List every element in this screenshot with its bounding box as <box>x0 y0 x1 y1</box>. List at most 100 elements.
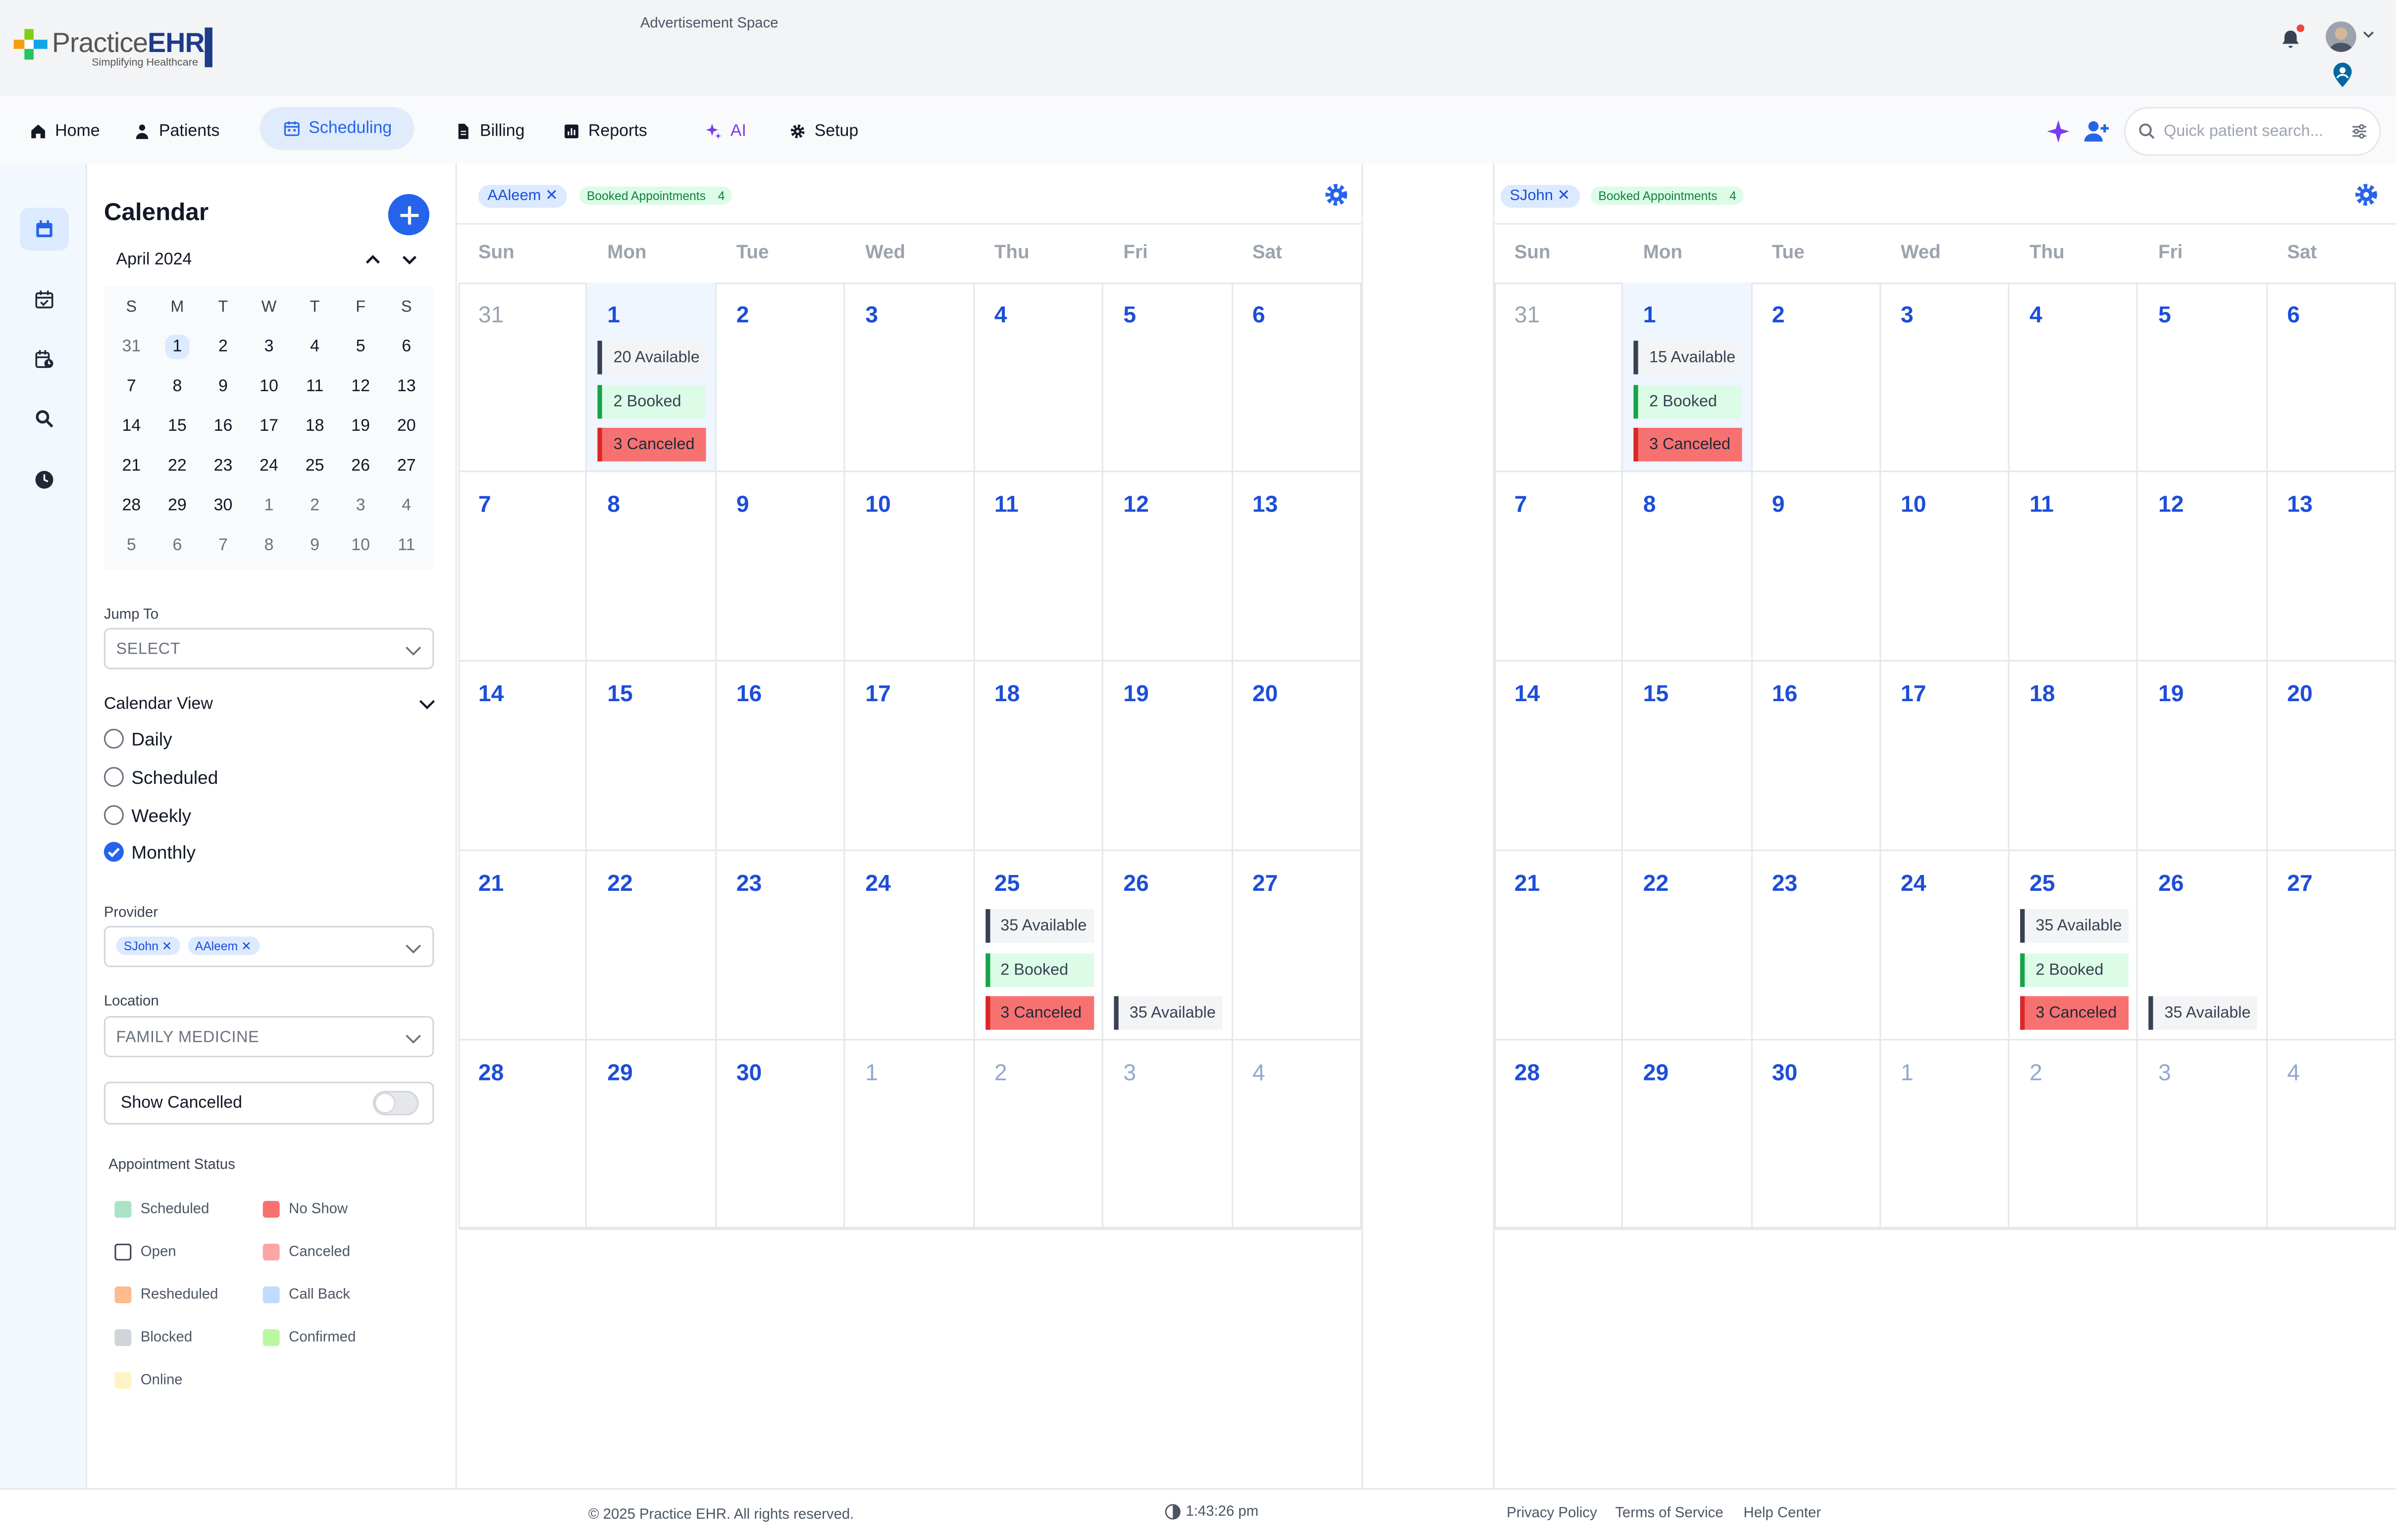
mini-day[interactable]: 8 <box>246 525 292 565</box>
calendar-day-cell[interactable] <box>2009 851 2138 1041</box>
calendar-day-cell[interactable] <box>2009 472 2138 662</box>
nav-billing[interactable]: Billing <box>454 114 524 148</box>
terms-of-service-link[interactable]: Terms of Service <box>1615 1505 1723 1522</box>
chevron-up-icon[interactable] <box>364 251 382 269</box>
mini-day[interactable]: 4 <box>383 486 429 525</box>
calendar-day-cell[interactable] <box>716 662 846 851</box>
calendar-day-cell[interactable] <box>1232 282 1362 472</box>
calendar-day-cell[interactable] <box>1880 851 2010 1041</box>
calendar-day-cell[interactable] <box>1880 472 2010 662</box>
calendar-day-cell[interactable] <box>1103 282 1233 472</box>
calendar-day-cell[interactable] <box>974 662 1104 851</box>
calendar-day-cell[interactable] <box>2267 282 2396 472</box>
calendar-day-cell[interactable] <box>1494 472 1623 662</box>
view-weekly-radio[interactable] <box>104 805 124 825</box>
jump-to-select[interactable] <box>104 628 434 669</box>
calendar-day-cell[interactable] <box>2138 282 2267 472</box>
provider-chip-sjohn[interactable]: SJohn ✕ <box>116 936 180 955</box>
ai-sparkle-icon[interactable] <box>2046 119 2070 144</box>
calendar-day-cell[interactable] <box>2267 662 2396 851</box>
calendar-day-cell[interactable] <box>1752 472 1881 662</box>
location-pin-icon[interactable] <box>2332 62 2353 87</box>
appointment-summary-booked[interactable]: 2 Booked <box>985 953 1094 987</box>
view-scheduled-radio[interactable] <box>104 767 124 787</box>
mini-day[interactable]: 16 <box>200 407 246 446</box>
mini-day[interactable]: 10 <box>246 367 292 407</box>
calendar-day-cell[interactable] <box>1623 1040 1752 1230</box>
appointment-summary-avail[interactable]: 35 Available <box>1114 996 1223 1030</box>
mini-day[interactable]: 13 <box>383 367 429 407</box>
mini-day[interactable]: 18 <box>292 407 338 446</box>
mini-day[interactable]: 4 <box>292 327 338 366</box>
nav-home[interactable]: Home <box>29 114 100 148</box>
rail-search-button[interactable] <box>20 397 69 440</box>
mini-day[interactable]: 22 <box>155 446 201 486</box>
calendar-day-cell[interactable] <box>1103 851 1233 1041</box>
nav-patients[interactable]: Patients <box>133 114 220 148</box>
calendar-day-cell[interactable] <box>1752 851 1881 1041</box>
calendar-day-cell[interactable] <box>2138 851 2267 1041</box>
calendar-day-cell[interactable] <box>1880 282 2010 472</box>
calendar-settings-gear-icon[interactable] <box>2353 182 2379 207</box>
nav-scheduling[interactable]: Scheduling <box>260 106 415 150</box>
mini-day[interactable]: 30 <box>200 486 246 525</box>
location-select[interactable] <box>104 1016 434 1058</box>
provider-filter-chip[interactable]: SJohn ✕ <box>1500 185 1579 208</box>
calendar-day-cell[interactable] <box>587 851 717 1041</box>
calendar-day-cell[interactable] <box>458 851 588 1041</box>
mini-day[interactable]: 29 <box>155 486 201 525</box>
calendar-day-cell[interactable] <box>587 472 717 662</box>
mini-day[interactable]: 26 <box>338 446 384 486</box>
appointment-summary-booked[interactable]: 2 Booked <box>598 385 707 419</box>
calendar-day-cell[interactable] <box>1623 851 1752 1041</box>
calendar-day-cell[interactable] <box>1232 851 1362 1041</box>
mini-day[interactable]: 10 <box>338 525 384 565</box>
chevron-down-icon[interactable] <box>400 251 418 269</box>
calendar-settings-gear-icon[interactable] <box>1323 182 1349 207</box>
mini-day[interactable]: 7 <box>200 525 246 565</box>
mini-day[interactable]: 5 <box>338 327 384 366</box>
mini-day[interactable]: 17 <box>246 407 292 446</box>
calendar-day-cell[interactable] <box>1752 662 1881 851</box>
mini-day[interactable]: 24 <box>246 446 292 486</box>
mini-day[interactable]: 2 <box>292 486 338 525</box>
calendar-day-cell[interactable] <box>845 851 975 1041</box>
calendar-day-cell[interactable] <box>587 662 717 851</box>
calendar-day-cell[interactable] <box>2138 662 2267 851</box>
help-center-link[interactable]: Help Center <box>1743 1505 1821 1522</box>
mini-day[interactable]: 5 <box>108 525 155 565</box>
mini-day[interactable]: 9 <box>292 525 338 565</box>
calendar-day-cell[interactable] <box>1232 662 1362 851</box>
calendar-day-cell[interactable] <box>974 1040 1104 1230</box>
chevron-down-icon[interactable] <box>2361 28 2376 43</box>
mini-day[interactable]: 3 <box>246 327 292 366</box>
calendar-day-cell[interactable] <box>1752 1040 1881 1230</box>
mini-day[interactable]: 14 <box>108 407 155 446</box>
calendar-day-cell[interactable] <box>458 1040 588 1230</box>
calendar-day-cell[interactable] <box>974 472 1104 662</box>
calendar-day-cell[interactable] <box>716 472 846 662</box>
mini-day[interactable]: 27 <box>383 446 429 486</box>
calendar-day-cell[interactable] <box>1232 1040 1362 1230</box>
add-appointment-button[interactable] <box>388 194 430 236</box>
mini-day[interactable]: 15 <box>155 407 201 446</box>
calendar-day-cell[interactable] <box>1494 1040 1623 1230</box>
mini-day[interactable]: 1 <box>246 486 292 525</box>
add-patient-icon[interactable] <box>2083 119 2111 144</box>
calendar-day-cell[interactable] <box>2267 472 2396 662</box>
rail-calendar-button[interactable] <box>20 207 69 251</box>
chevron-down-icon[interactable] <box>418 695 435 712</box>
calendar-day-cell[interactable] <box>458 662 588 851</box>
nav-setup[interactable]: Setup <box>788 114 858 148</box>
calendar-day-cell[interactable] <box>1494 851 1623 1041</box>
calendar-day-cell[interactable] <box>1103 1040 1233 1230</box>
provider-chip-aaleem[interactable]: AAleem ✕ <box>187 936 260 955</box>
calendar-day-cell[interactable] <box>2009 662 2138 851</box>
calendar-day-cell[interactable] <box>974 851 1104 1041</box>
calendar-day-cell[interactable] <box>974 282 1104 472</box>
calendar-day-cell[interactable] <box>845 472 975 662</box>
calendar-day-cell[interactable] <box>1232 472 1362 662</box>
calendar-day-cell[interactable] <box>1494 662 1623 851</box>
calendar-day-cell[interactable] <box>1880 1040 2010 1230</box>
appointment-summary-avail[interactable]: 35 Available <box>985 909 1094 943</box>
